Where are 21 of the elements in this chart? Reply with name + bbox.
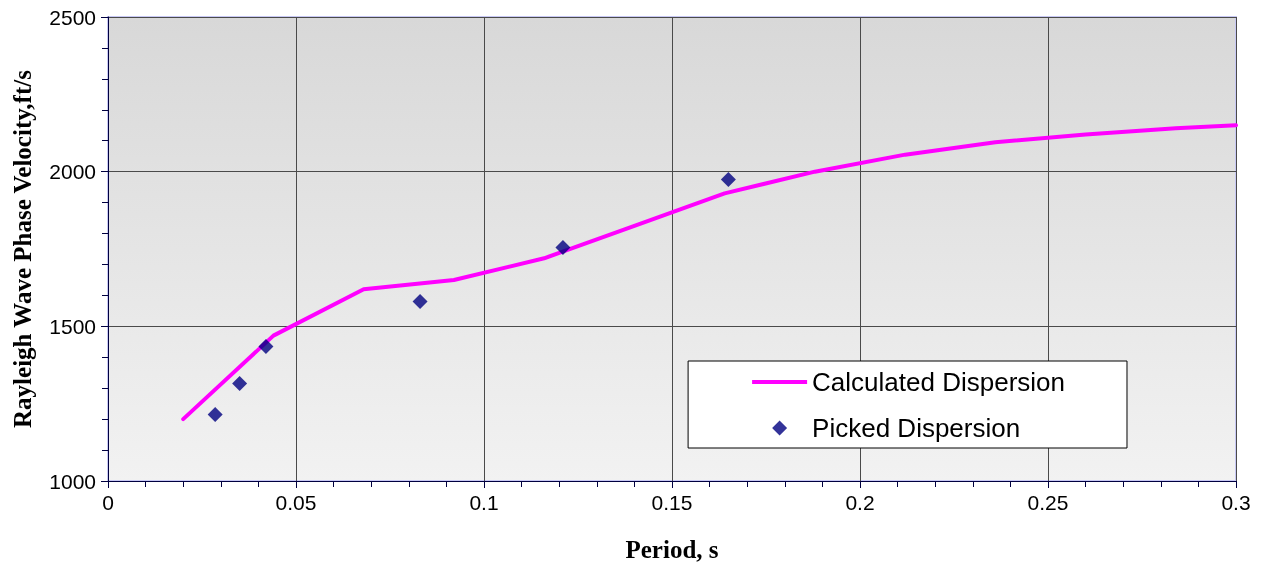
y-tick-label: 1500 [49,314,96,338]
point [232,376,248,392]
x-tick-label: 0.3 [1221,491,1251,514]
point [258,338,274,354]
y-axis-title: Rayleigh Wave Phase Velocity,ft/s [9,69,36,428]
x-tick-label: 0 [102,491,114,514]
legend-label: Calculated Dispersion [812,367,1065,397]
x-tick-label: 0.05 [275,491,317,514]
y-tick-label: 1000 [49,469,96,493]
x-tick-label: 0.2 [845,491,875,514]
x-tick-label: 0.25 [1027,491,1069,514]
point [555,239,571,255]
point [207,406,223,422]
x-tick-label: 0.1 [469,491,499,514]
point [720,171,736,187]
x-axis-title: Period, s [625,536,719,563]
legend-label: Picked Dispersion [812,413,1021,443]
point [412,294,428,310]
y-tick-label: 2000 [49,160,96,184]
y-tick-label: 2500 [49,5,96,29]
x-tick-label: 0.15 [651,491,693,514]
